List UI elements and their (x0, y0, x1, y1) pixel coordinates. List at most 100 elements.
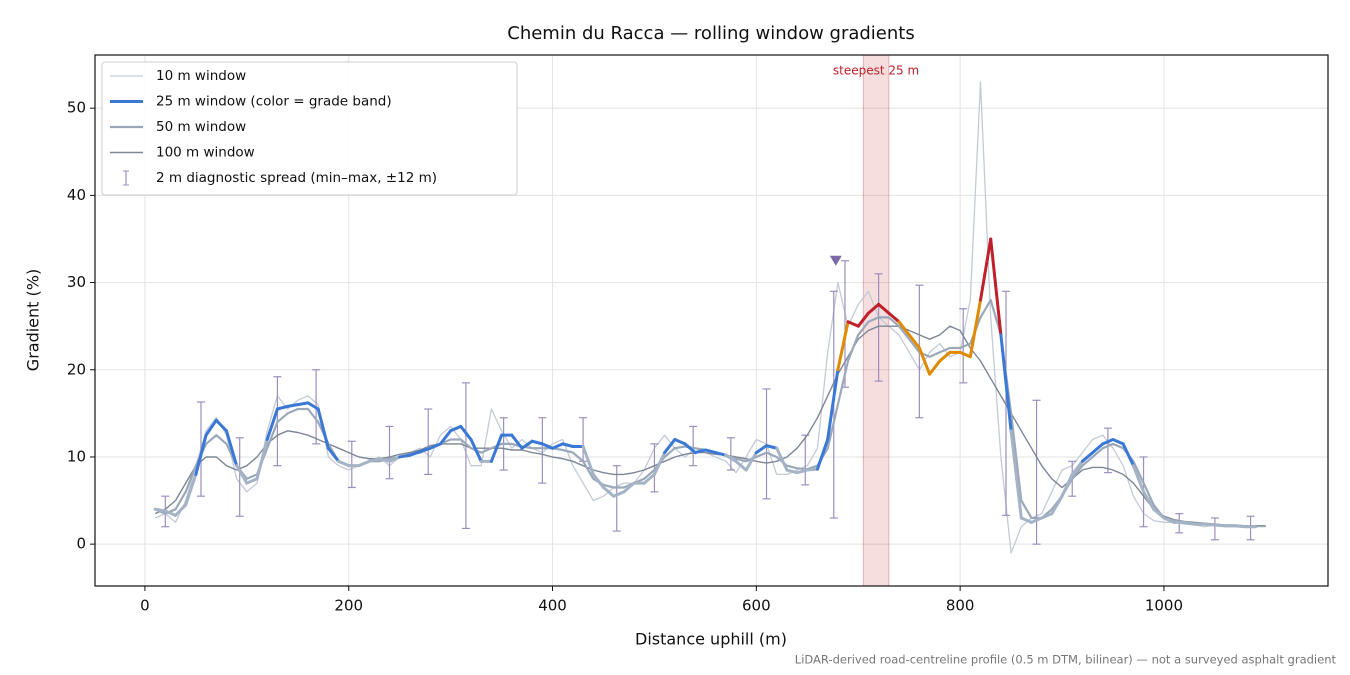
error-bar (1103, 427, 1112, 474)
series-segment (917, 346, 932, 376)
series-segment (815, 438, 830, 471)
series-segment (1070, 459, 1084, 476)
legend-label: 2 m diagnostic spread (min–max, ±12 m) (156, 170, 437, 186)
series-segment (489, 433, 504, 463)
plot-frame (94, 54, 1329, 587)
y-tick-label: 30 (67, 273, 86, 291)
error-bar (538, 417, 547, 484)
series-segment (469, 438, 483, 463)
series-segment (907, 333, 921, 350)
series-segment (968, 298, 983, 359)
legend-label: 50 m window (156, 119, 246, 135)
series-segment (275, 404, 290, 411)
y-axis-label: Gradient (%) (24, 269, 43, 371)
series-segment (245, 477, 259, 485)
series-segment (1142, 490, 1156, 511)
series-segment (1040, 512, 1054, 520)
series-line (154, 81, 1266, 554)
error-bar (1210, 517, 1219, 541)
series-segment (265, 407, 279, 442)
error-bar (461, 382, 470, 530)
series-segment (1101, 438, 1115, 446)
series-segment (337, 459, 351, 468)
series-segment (286, 403, 300, 408)
error-bar (235, 437, 244, 517)
series-segment (551, 442, 565, 450)
series-segment (601, 485, 616, 498)
series-segment (591, 472, 605, 489)
series-segment (296, 401, 310, 407)
series-segment (1152, 507, 1166, 520)
series-segment (642, 472, 656, 485)
series-segment (663, 438, 677, 455)
error-bar (726, 437, 735, 471)
footnote: LiDAR-derived road-centreline profile (0… (795, 653, 1337, 667)
legend-label: 10 m window (156, 68, 246, 84)
series-segment (734, 459, 748, 472)
series-segment (1131, 464, 1146, 494)
legend: 10 m window 25 m window (color = grade ba… (101, 61, 518, 196)
series-segment (428, 442, 442, 450)
series-segment (989, 237, 1003, 337)
x-tick-label: 400 (538, 597, 567, 615)
series-segment (174, 503, 188, 517)
series-segment (703, 448, 718, 455)
series-segment (958, 350, 972, 359)
series-segment (408, 450, 422, 457)
series-segment (224, 429, 239, 468)
y-tick-label: 40 (67, 186, 86, 204)
x-tick-label: 600 (742, 597, 771, 615)
series-segment (561, 442, 575, 448)
series-segment (204, 418, 218, 437)
series-segment (581, 444, 595, 476)
series-segment (652, 451, 667, 476)
series-segment (387, 455, 402, 463)
series-segment (622, 481, 636, 494)
series-segment (826, 368, 840, 442)
series-segment (999, 333, 1013, 433)
series-segment (255, 438, 269, 481)
x-tick-label: 200 (334, 597, 363, 615)
legend-label: 25 m window (color = grade band) (156, 94, 392, 110)
error-bar (874, 273, 883, 382)
series-segment (785, 468, 799, 475)
series-segment (765, 444, 779, 450)
series-segment (714, 451, 728, 457)
error-bar (424, 408, 433, 475)
series-segment (235, 464, 249, 485)
y-tick-label: 0 (76, 535, 86, 553)
series-segment (194, 433, 208, 476)
series-segment (1050, 494, 1064, 516)
highlight-label: steepest 25 m (833, 64, 919, 78)
x-axis-label: Distance uphill (m) (635, 630, 787, 649)
series-segment (1233, 524, 1247, 529)
x-tick-label: 1000 (1145, 597, 1183, 615)
series-segment (612, 490, 626, 498)
x-tick-label: 0 (140, 597, 150, 615)
series-segment (326, 446, 341, 463)
y-tick-label: 10 (67, 447, 86, 465)
series-segment (836, 320, 850, 372)
error-bar (612, 465, 621, 532)
series-segment (1162, 516, 1176, 524)
series-segment (805, 467, 819, 472)
series-segment (928, 359, 942, 376)
series-segment (754, 444, 769, 455)
series-segment (438, 429, 453, 446)
series-segment (459, 424, 473, 442)
series-segment (1111, 438, 1125, 446)
series-segment (938, 350, 952, 363)
error-bar (385, 425, 394, 480)
series-segment (306, 401, 320, 411)
series-segment (449, 424, 463, 433)
series-segment (775, 446, 789, 472)
series-segment (163, 509, 178, 517)
series-segment (1182, 520, 1197, 526)
highlight-band (862, 55, 890, 586)
series-segment (398, 453, 412, 459)
series-segment (856, 311, 870, 328)
peak-marker (829, 255, 842, 266)
y-tick-label: 20 (67, 360, 86, 378)
series-segment (530, 439, 544, 446)
